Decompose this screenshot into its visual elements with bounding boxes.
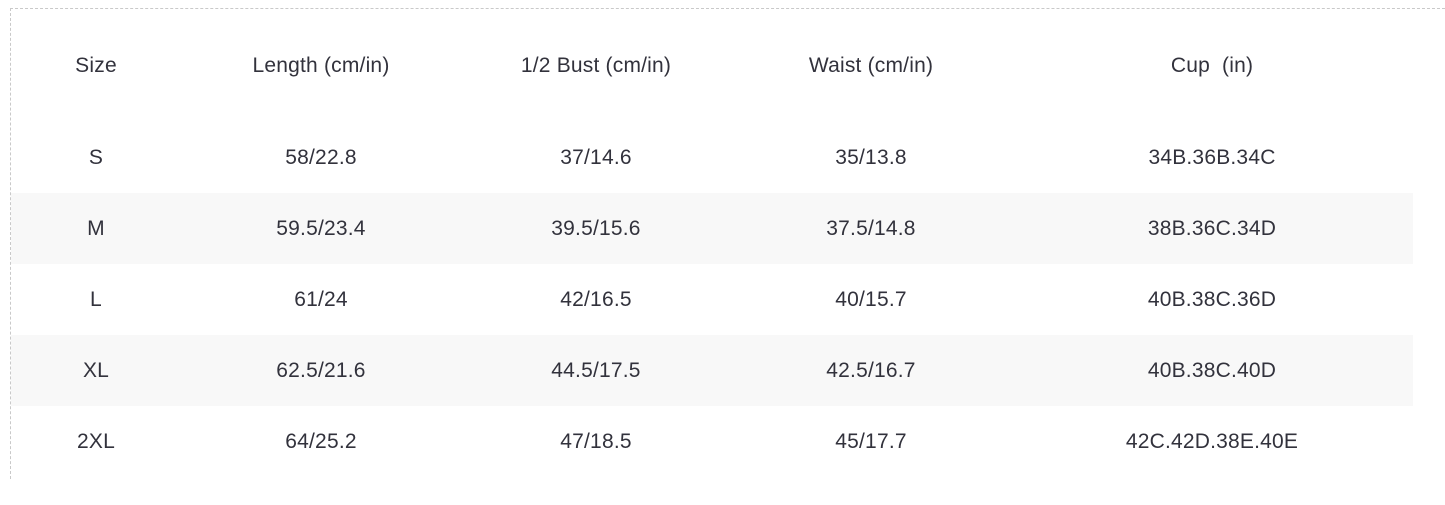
table-header-row: Size Length (cm/in) 1/2 Bust (cm/in) Wai… [11, 9, 1413, 122]
cell-cup: 42C.42D.38E.40E [1125, 429, 1299, 453]
cell-cup: 34B.36B.34C [1148, 145, 1276, 169]
cell-half-bust: 37/14.6 [560, 145, 632, 169]
table-row-2xl: 2XL 64/25.2 47/18.5 45/17.7 42C.42D.38E.… [11, 406, 1413, 477]
cell-half-bust: 47/18.5 [560, 429, 632, 453]
size-chart-table: Size Length (cm/in) 1/2 Bust (cm/in) Wai… [11, 9, 1413, 477]
cell-size: L [90, 287, 102, 311]
cell-cup: 38B.36C.34D [1147, 216, 1277, 240]
cell-half-bust: 42/16.5 [560, 287, 632, 311]
table-row-l: L 61/24 42/16.5 40/15.7 40B.38C.36D [11, 264, 1413, 335]
table-row-m: M 59.5/23.4 39.5/15.6 37.5/14.8 38B.36C.… [11, 193, 1413, 264]
cell-waist: 45/17.7 [835, 429, 907, 453]
cell-half-bust: 44.5/17.5 [551, 358, 641, 382]
cell-length: 59.5/23.4 [276, 216, 366, 240]
cell-waist: 37.5/14.8 [826, 216, 916, 240]
cell-size: XL [82, 358, 110, 382]
cell-waist: 42.5/16.7 [826, 358, 916, 382]
cell-length: 62.5/21.6 [276, 358, 366, 382]
cell-length: 64/25.2 [285, 429, 357, 453]
column-header-cup: Cup (in) [1170, 53, 1254, 77]
column-header-size: Size [75, 53, 117, 77]
column-header-waist: Waist (cm/in) [808, 53, 934, 77]
cell-size: S [88, 145, 104, 169]
column-header-length: Length (cm/in) [252, 53, 390, 77]
column-header-half-bust: 1/2 Bust (cm/in) [520, 53, 672, 77]
cell-cup: 40B.38C.36D [1147, 287, 1277, 311]
table-row-xl: XL 62.5/21.6 44.5/17.5 42.5/16.7 40B.38C… [11, 335, 1413, 406]
cell-length: 58/22.8 [285, 145, 357, 169]
cell-length: 61/24 [294, 287, 348, 311]
cell-waist: 40/15.7 [835, 287, 907, 311]
cell-cup: 40B.38C.40D [1147, 358, 1277, 382]
cell-waist: 35/13.8 [835, 145, 907, 169]
cell-half-bust: 39.5/15.6 [551, 216, 641, 240]
cell-size: 2XL [77, 429, 115, 453]
cell-size: M [87, 216, 105, 240]
table-row-s: S 58/22.8 37/14.6 35/13.8 34B.36B.34C [11, 122, 1413, 193]
